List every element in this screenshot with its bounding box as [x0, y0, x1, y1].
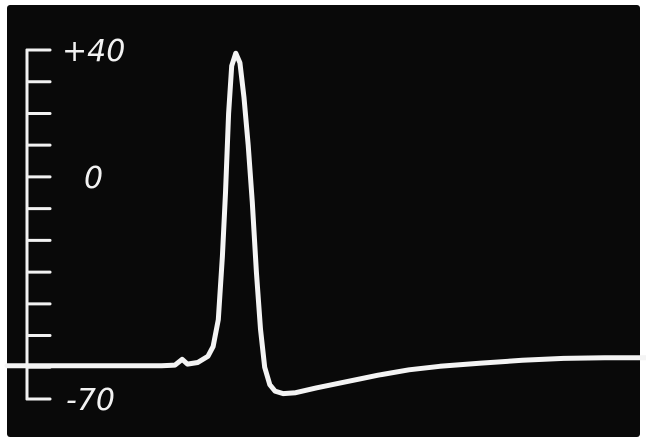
tick-label-zero: 0	[84, 161, 103, 196]
voltage-axis: +40 0 -70	[25, 34, 125, 418]
tick-label-minus70: -70	[66, 383, 115, 418]
voltage-axis-tick-labels: +40 0 -70	[62, 34, 125, 418]
membrane-potential-trace	[4, 50, 646, 397]
voltage-axis-ticks	[25, 48, 52, 401]
tick-label-plus40: +40	[62, 34, 125, 69]
